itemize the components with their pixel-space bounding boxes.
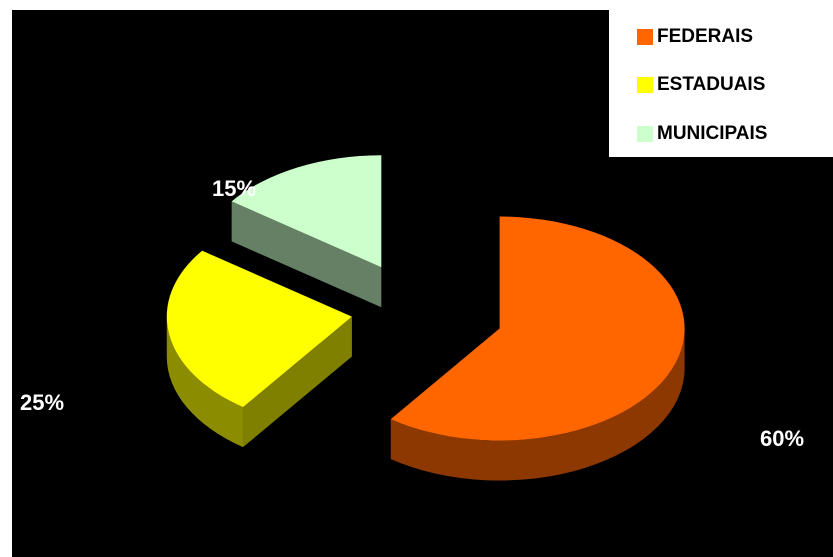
pie-slice-cut-face <box>231 201 382 308</box>
pie-slice-municipais <box>231 155 382 308</box>
pie-slice-top <box>166 250 352 408</box>
pie-slice-cut-face <box>243 316 352 448</box>
legend-swatch-federais <box>637 29 653 45</box>
legend-item-federais: FEDERAIS <box>637 25 753 49</box>
legend-swatch-estaduais <box>637 77 653 93</box>
legend-label-municipais: MUNICIPAIS <box>657 123 768 144</box>
pie-slice-side-wall <box>390 328 685 481</box>
data-label-estaduais: 25% <box>20 390 64 415</box>
pie-chart: 60% 25% 15% <box>20 155 804 481</box>
legend-label-federais: FEDERAIS <box>657 26 754 47</box>
data-label-federais: 60% <box>760 426 804 451</box>
legend-item-estaduais: ESTADUAIS <box>637 73 765 97</box>
pie-slice-federais <box>390 216 685 481</box>
legend: FEDERAIS ESTADUAIS MUNICIPAIS <box>609 10 833 157</box>
pie-slice-estaduais <box>166 250 352 448</box>
pie-slice-top <box>390 216 685 441</box>
pie-slice-side-wall <box>166 316 244 448</box>
data-label-municipais: 15% <box>212 176 256 201</box>
legend-label-estaduais: ESTADUAIS <box>657 74 766 95</box>
legend-item-municipais: MUNICIPAIS <box>637 122 767 146</box>
pie-slice-top <box>231 155 382 268</box>
legend-swatch-municipais <box>637 126 653 142</box>
